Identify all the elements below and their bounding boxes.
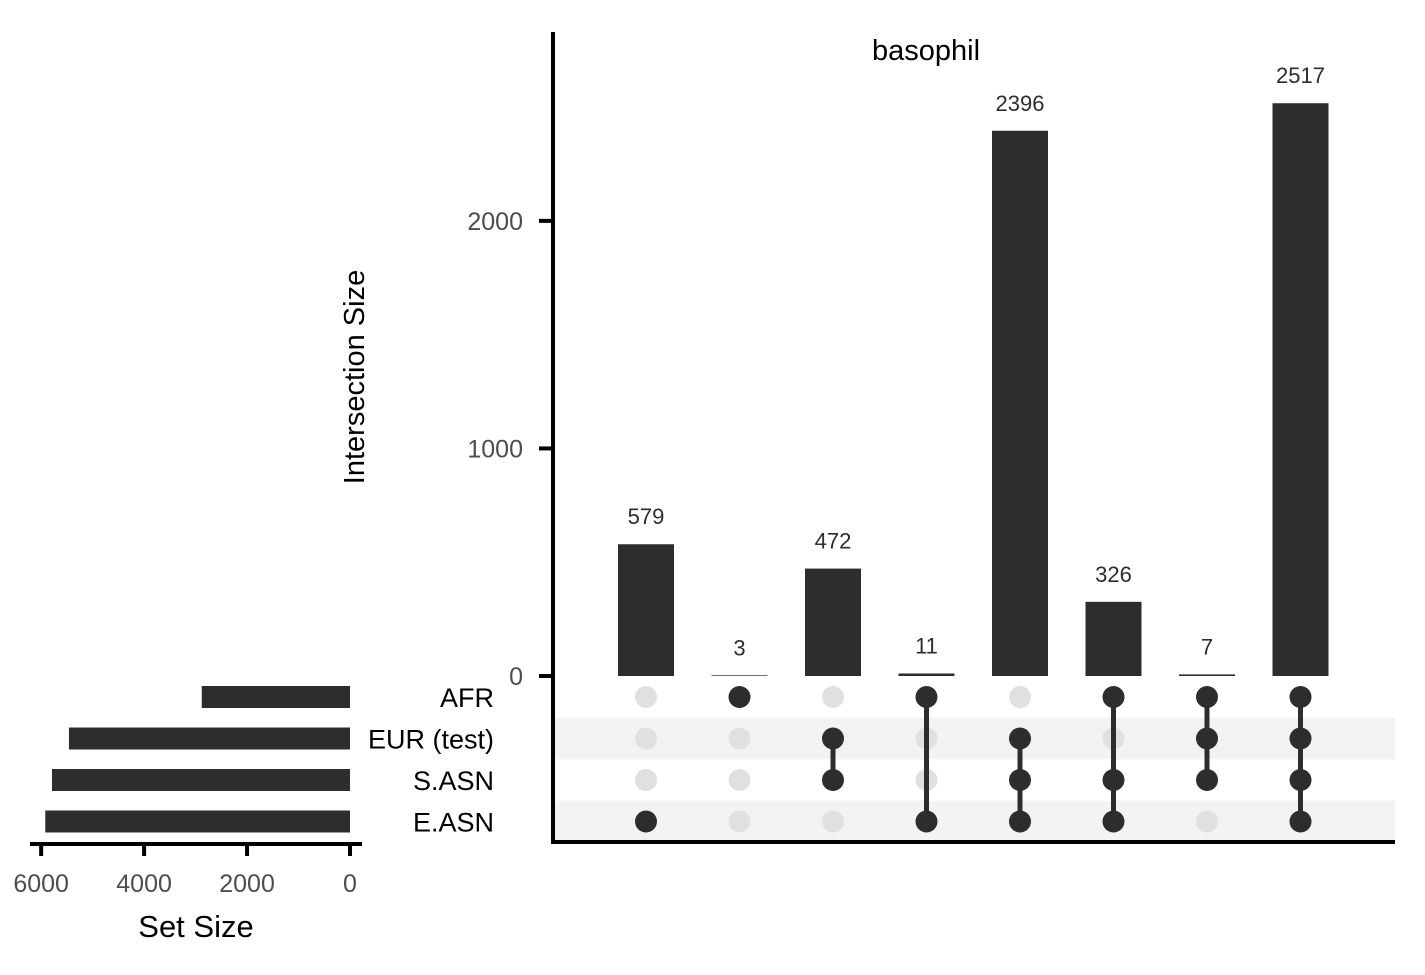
intersection-matrix xyxy=(635,686,1312,833)
set-name-label: AFR xyxy=(440,683,494,713)
matrix-dot-active xyxy=(1009,810,1031,833)
y-tick-label: 2000 xyxy=(467,208,523,236)
matrix-dot-inactive xyxy=(728,727,751,750)
matrix-dot-active xyxy=(1289,810,1312,833)
matrix-dot-active xyxy=(1196,686,1218,708)
intersection-bar xyxy=(805,568,861,676)
matrix-dot-active xyxy=(1289,686,1312,708)
bar-value-label: 7 xyxy=(1201,634,1213,659)
matrix-dot-active xyxy=(1196,769,1218,791)
matrix-dot-active xyxy=(1196,727,1218,750)
matrix-dot-active xyxy=(822,727,844,750)
bar-value-label: 11 xyxy=(915,633,938,658)
matrix-dot-active xyxy=(635,810,657,833)
matrix-dot-active xyxy=(822,769,844,791)
matrix-dot-active xyxy=(1289,769,1312,791)
set-size-tick-label: 6000 xyxy=(13,870,69,898)
set-name-label: EUR (test) xyxy=(368,725,494,755)
bar-value-label: 3 xyxy=(733,635,745,660)
matrix-dot-inactive xyxy=(635,727,657,750)
matrix-dot-active xyxy=(1289,727,1312,750)
matrix-band xyxy=(553,800,1395,843)
set-size-tick-label: 0 xyxy=(343,870,357,898)
matrix-dot-inactive xyxy=(635,769,657,791)
intersection-bars xyxy=(618,103,1329,676)
chart-title: basophil xyxy=(872,35,980,67)
intersection-bar xyxy=(1272,103,1329,676)
matrix-dot-active xyxy=(915,810,938,833)
chart-labels: 579 3 472 11 2396 326 7 2517 AFR EUR (test) S.ASN E… xyxy=(13,63,1325,898)
matrix-bands xyxy=(553,717,1395,843)
axes xyxy=(30,32,1395,856)
bar-value-label: 472 xyxy=(815,529,852,554)
matrix-dot-active xyxy=(915,686,938,708)
matrix-dot-inactive xyxy=(728,769,751,791)
intersection-bar xyxy=(618,544,674,676)
set-size-bar xyxy=(201,686,350,708)
intersection-bar xyxy=(711,675,768,676)
set-size-bars xyxy=(45,686,351,833)
bar-value-label: 2396 xyxy=(996,91,1045,116)
intersection-bar xyxy=(1179,674,1235,676)
matrix-dot-inactive xyxy=(822,686,844,708)
matrix-dot-inactive xyxy=(635,686,657,708)
matrix-dot-inactive xyxy=(1009,686,1031,708)
matrix-band xyxy=(553,717,1395,760)
matrix-dot-active xyxy=(1009,769,1031,791)
set-size-bar xyxy=(68,727,350,750)
matrix-dot-inactive xyxy=(1196,810,1218,833)
y-tick-label: 1000 xyxy=(467,435,523,463)
set-size-bar xyxy=(51,769,351,791)
set-size-bar xyxy=(45,810,351,833)
intersection-bar xyxy=(1085,601,1142,676)
set-size-tick-label: 4000 xyxy=(116,870,172,898)
set-name-label: S.ASN xyxy=(413,766,494,796)
y-axis-label: Intersection Size xyxy=(339,270,371,484)
matrix-dot-active xyxy=(1102,686,1125,708)
matrix-dot-active xyxy=(728,686,751,708)
set-name-label: E.ASN xyxy=(413,808,494,838)
bar-value-label: 326 xyxy=(1095,562,1132,587)
set-size-axis-label: Set Size xyxy=(138,909,253,944)
bar-value-label: 2517 xyxy=(1276,63,1325,88)
matrix-dot-inactive xyxy=(822,810,844,833)
matrix-dot-active xyxy=(1102,769,1125,791)
matrix-dot-active xyxy=(1009,727,1031,750)
matrix-dot-active xyxy=(1102,810,1125,833)
bar-value-label: 579 xyxy=(628,504,665,529)
set-size-tick-label: 2000 xyxy=(219,870,275,898)
matrix-dot-inactive xyxy=(728,810,751,833)
y-tick-label: 0 xyxy=(509,663,523,691)
intersection-bar xyxy=(992,130,1048,676)
intersection-bar xyxy=(898,673,955,676)
